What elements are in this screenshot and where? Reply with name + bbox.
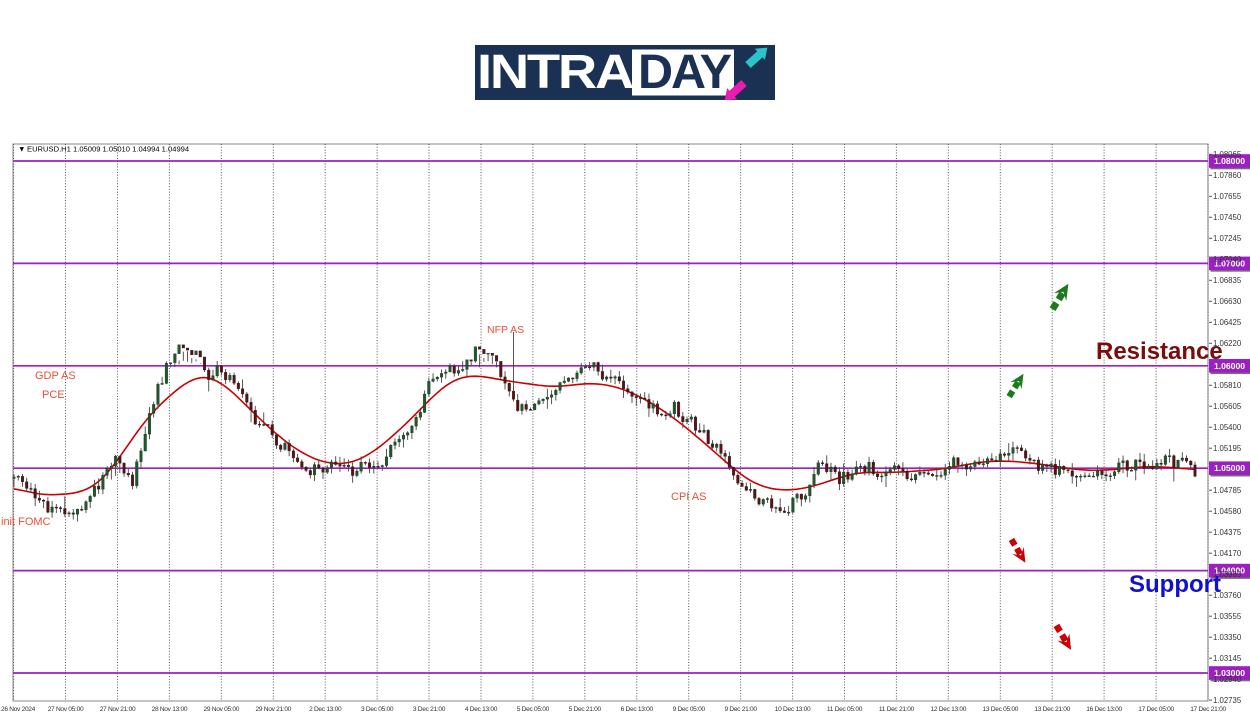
svg-text:GDP AS: GDP AS <box>35 370 76 382</box>
svg-text:1.02940: 1.02940 <box>1213 675 1242 684</box>
svg-text:11 Dec 21:00: 11 Dec 21:00 <box>879 706 915 713</box>
svg-text:29 Nov 21:00: 29 Nov 21:00 <box>255 706 291 713</box>
svg-text:Resistance: Resistance <box>1096 338 1223 365</box>
svg-text:Support: Support <box>1129 571 1221 598</box>
svg-text:1.07450: 1.07450 <box>1213 213 1242 222</box>
svg-text:1.07655: 1.07655 <box>1213 192 1242 201</box>
svg-text:1.02735: 1.02735 <box>1213 696 1242 705</box>
svg-text:1.05810: 1.05810 <box>1213 381 1242 390</box>
svg-text:10 Dec 13:00: 10 Dec 13:00 <box>775 706 811 713</box>
svg-text:27 Nov 05:00: 27 Nov 05:00 <box>48 706 84 713</box>
svg-text:EURUSD.H1 1.05009 1.05010 1.: EURUSD.H1 1.05009 1.05010 1.04994 1.0499… <box>27 145 189 154</box>
svg-text:1.06835: 1.06835 <box>1213 276 1242 285</box>
svg-text:3 Dec 05:00: 3 Dec 05:00 <box>361 706 394 713</box>
svg-text:13 Dec 21:00: 13 Dec 21:00 <box>1034 706 1070 713</box>
svg-text:1.03350: 1.03350 <box>1213 633 1242 642</box>
svg-text:init FOMC: init FOMC <box>1 516 51 528</box>
svg-text:1.07245: 1.07245 <box>1213 234 1242 243</box>
svg-text:17 Dec 21:00: 17 Dec 21:00 <box>1190 706 1226 713</box>
svg-text:1.04785: 1.04785 <box>1213 486 1242 495</box>
svg-text:PCE: PCE <box>42 389 65 401</box>
svg-text:9 Dec 21:00: 9 Dec 21:00 <box>724 706 757 713</box>
svg-text:1.04580: 1.04580 <box>1213 507 1242 516</box>
svg-text:5 Dec 21:00: 5 Dec 21:00 <box>569 706 602 713</box>
svg-text:1.07040: 1.07040 <box>1213 255 1242 264</box>
svg-text:2 Dec 13:00: 2 Dec 13:00 <box>309 706 342 713</box>
svg-text:1.06425: 1.06425 <box>1213 318 1242 327</box>
svg-text:3 Dec 21:00: 3 Dec 21:00 <box>413 706 446 713</box>
svg-text:▼: ▼ <box>18 145 26 154</box>
svg-text:1.04170: 1.04170 <box>1213 549 1242 558</box>
svg-text:1.05400: 1.05400 <box>1213 423 1242 432</box>
svg-text:16 Dec 13:00: 16 Dec 13:00 <box>1086 706 1122 713</box>
svg-text:NFP AS: NFP AS <box>487 324 524 336</box>
svg-text:9 Dec 05:00: 9 Dec 05:00 <box>673 706 706 713</box>
svg-text:1.04375: 1.04375 <box>1213 528 1242 537</box>
svg-text:CPI AS: CPI AS <box>671 491 706 503</box>
svg-text:4 Dec 13:00: 4 Dec 13:00 <box>465 706 498 713</box>
svg-text:28 Nov 13:00: 28 Nov 13:00 <box>152 706 188 713</box>
svg-text:5 Dec 05:00: 5 Dec 05:00 <box>517 706 550 713</box>
svg-text:1.03555: 1.03555 <box>1213 612 1242 621</box>
svg-text:12 Dec 13:00: 12 Dec 13:00 <box>930 706 966 713</box>
svg-text:1.03145: 1.03145 <box>1213 654 1242 663</box>
svg-text:1.08065: 1.08065 <box>1213 150 1242 159</box>
svg-text:1.06630: 1.06630 <box>1213 297 1242 306</box>
svg-text:13 Dec 05:00: 13 Dec 05:00 <box>982 706 1018 713</box>
svg-text:1.05000: 1.05000 <box>1214 463 1245 473</box>
svg-text:6 Dec 13:00: 6 Dec 13:00 <box>621 706 654 713</box>
svg-text:26 Nov 2024: 26 Nov 2024 <box>1 706 36 713</box>
svg-text:11 Dec 05:00: 11 Dec 05:00 <box>827 706 863 713</box>
svg-text:1.07860: 1.07860 <box>1213 171 1242 180</box>
svg-text:17 Dec 05:00: 17 Dec 05:00 <box>1138 706 1174 713</box>
svg-text:1.05195: 1.05195 <box>1213 444 1242 453</box>
svg-text:27 Nov 21:00: 27 Nov 21:00 <box>100 706 136 713</box>
svg-text:29 Nov 05:00: 29 Nov 05:00 <box>203 706 239 713</box>
svg-text:1.05605: 1.05605 <box>1213 402 1242 411</box>
